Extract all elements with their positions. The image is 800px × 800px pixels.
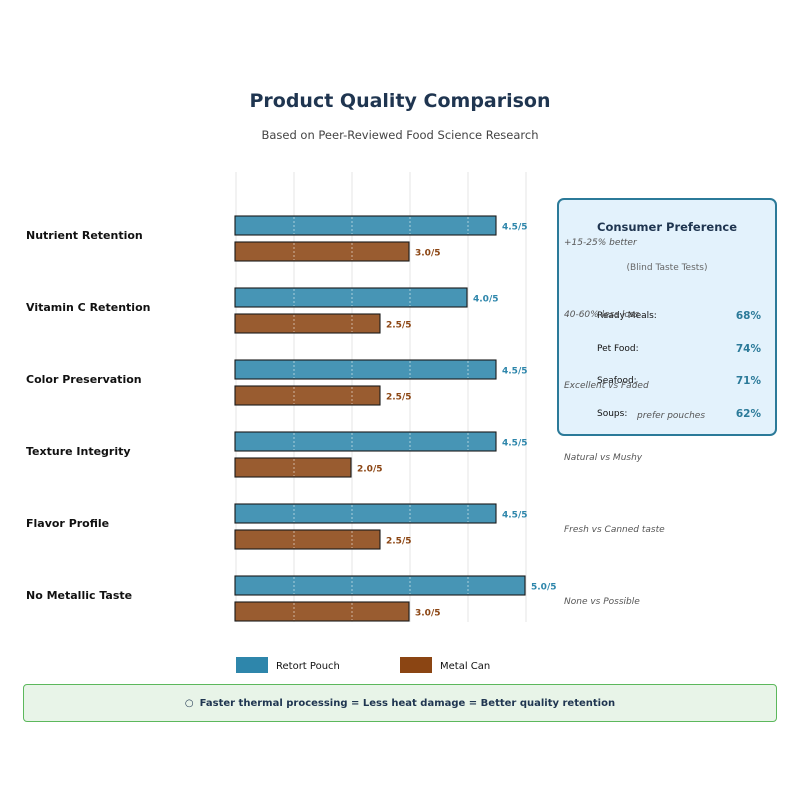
bar-metal-can — [234, 457, 352, 478]
data-label: 3.0/5 — [415, 609, 441, 619]
consumer-row-label: Pet Food: — [597, 344, 639, 354]
bar-metal-can — [234, 529, 381, 550]
data-label: 2.5/5 — [386, 393, 412, 403]
annotation: +15-25% better — [564, 238, 637, 248]
category-label: No Metallic Taste — [26, 589, 132, 602]
bar-metal-can — [234, 313, 381, 334]
bars-layer: Nutrient Retention 4.5/5 3.0/5 Vitamin C Re… — [26, 215, 557, 622]
legend-label-metal-can: Metal Can — [440, 661, 490, 672]
category-label: Nutrient Retention — [26, 229, 143, 242]
bar-retort-pouch — [234, 503, 497, 524]
insight-text: Faster thermal processing = Less heat da… — [199, 697, 616, 709]
bar-metal-can — [234, 385, 381, 406]
consumer-row-label: Soups: — [597, 409, 628, 419]
insight-banner: ○ Faster thermal processing = Less heat … — [23, 684, 777, 722]
data-label: 4.0/5 — [473, 295, 499, 305]
consumer-row-label: Seafood: — [597, 376, 637, 386]
annotation: Fresh vs Canned taste — [564, 525, 665, 535]
consumer-panel-footnote: prefer pouches — [637, 411, 706, 421]
bar-retort-pouch — [234, 287, 468, 308]
category-label: Flavor Profile — [26, 517, 109, 530]
chart-subtitle: Based on Peer-Reviewed Food Science Rese… — [261, 128, 538, 142]
data-label: 5.0/5 — [531, 583, 557, 593]
consumer-row-value: 71% — [735, 375, 761, 387]
data-label: 2.0/5 — [357, 465, 383, 475]
annotation: None vs Possible — [564, 597, 640, 607]
data-label: 4.5/5 — [502, 511, 528, 521]
consumer-panel-subtitle: (Blind Taste Tests) — [626, 263, 708, 273]
bar-metal-can — [234, 601, 410, 622]
data-label: 4.5/5 — [502, 439, 528, 449]
consumer-row-value: 74% — [735, 343, 761, 355]
consumer-row-label: Ready Meals: — [597, 311, 657, 321]
consumer-preference-panel: Consumer Preference (Blind Taste Tests) … — [557, 198, 777, 436]
legend-label-retort-pouch: Retort Pouch — [276, 661, 340, 672]
bar-metal-can — [234, 241, 410, 262]
data-label: 4.5/5 — [502, 223, 528, 233]
bar-retort-pouch — [234, 431, 497, 452]
legend-swatch-metal-can — [400, 657, 432, 673]
consumer-row-value: 68% — [735, 310, 761, 322]
data-label: 2.5/5 — [386, 321, 412, 331]
category-label: Vitamin C Retention — [26, 301, 150, 314]
chart-title: Product Quality Comparison — [249, 90, 550, 112]
consumer-row-value: 62% — [735, 408, 761, 420]
category-label: Texture Integrity — [26, 445, 131, 458]
bar-retort-pouch — [234, 359, 497, 380]
data-label: 2.5/5 — [386, 537, 412, 547]
consumer-panel-title: Consumer Preference — [597, 220, 737, 234]
bar-retort-pouch — [234, 215, 497, 236]
annotation: 40-60% less loss — [564, 310, 640, 320]
bar-retort-pouch — [234, 575, 526, 596]
lightbulb-icon: ○ — [184, 697, 194, 709]
legend: Retort Pouch Metal Can — [236, 657, 490, 673]
annotation: Excellent vs Faded — [564, 381, 649, 391]
legend-swatch-retort-pouch — [236, 657, 268, 673]
data-label: 3.0/5 — [415, 249, 441, 259]
data-label: 4.5/5 — [502, 367, 528, 377]
annotation: Natural vs Mushy — [564, 453, 643, 463]
category-label: Color Preservation — [26, 373, 142, 386]
